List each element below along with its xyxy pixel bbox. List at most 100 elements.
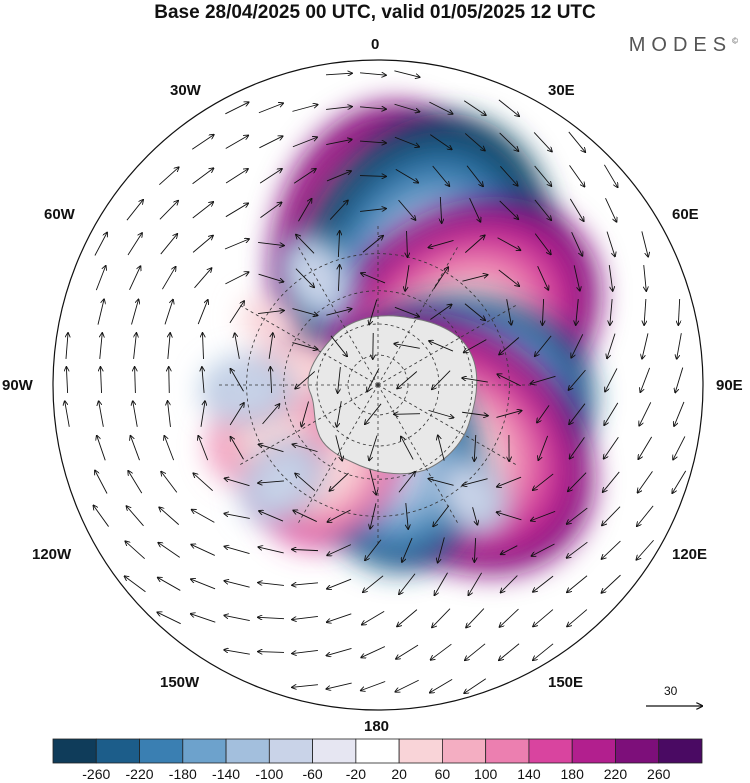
wind-vector bbox=[258, 241, 284, 245]
wind-vector bbox=[402, 537, 413, 562]
wind-vector bbox=[229, 301, 244, 324]
wind-vector bbox=[197, 300, 208, 325]
wind-vector bbox=[327, 509, 351, 522]
wind-vector bbox=[462, 478, 488, 486]
wind-vector bbox=[95, 470, 108, 494]
wind-vector bbox=[464, 133, 485, 150]
wind-vector bbox=[330, 335, 347, 356]
wind-vector bbox=[292, 685, 318, 688]
wind-vector bbox=[160, 234, 177, 255]
wind-vector bbox=[66, 367, 67, 394]
wind-vector bbox=[396, 644, 419, 659]
lon-label-30e: 30E bbox=[548, 82, 575, 99]
wind-vector bbox=[359, 176, 386, 177]
anomaly-11-ring-1 bbox=[213, 364, 280, 415]
wind-vector bbox=[260, 202, 281, 218]
wind-vector bbox=[369, 435, 378, 461]
colorbar-swatch-3 bbox=[182, 738, 227, 764]
wind-vector bbox=[135, 367, 136, 394]
wind-vector bbox=[394, 344, 420, 349]
wind-vector bbox=[157, 612, 181, 625]
wind-vector bbox=[576, 299, 579, 325]
wind-vector bbox=[497, 237, 521, 250]
wind-vector bbox=[360, 73, 386, 75]
lon-label-120e: 120E bbox=[672, 546, 708, 563]
wind-vector bbox=[497, 512, 522, 521]
wind-vector bbox=[225, 102, 248, 115]
wind-vector bbox=[168, 401, 171, 427]
wind-vector bbox=[292, 615, 318, 619]
wind-vector bbox=[295, 268, 314, 288]
logo-text: MODES bbox=[628, 34, 733, 56]
wind-vector bbox=[675, 367, 684, 393]
wind-vector bbox=[198, 436, 209, 461]
colorbar-swatch-0 bbox=[52, 738, 97, 764]
chart-title: Base 28/04/2025 00 UTC, valid 01/05/2025… bbox=[154, 2, 596, 23]
wind-vector bbox=[567, 575, 588, 593]
wind-vector bbox=[225, 203, 248, 218]
wind-vector bbox=[65, 401, 70, 427]
colorbar-swatch-12 bbox=[571, 738, 616, 764]
colorbar-swatch-2 bbox=[139, 738, 184, 764]
land-layer bbox=[307, 315, 478, 475]
wind-vector bbox=[97, 436, 106, 461]
meridian-240 bbox=[239, 384, 379, 466]
wind-vector bbox=[674, 401, 685, 426]
wind-vector bbox=[637, 505, 654, 526]
wind-vector bbox=[466, 165, 483, 187]
wind-vector bbox=[501, 575, 518, 593]
wind-vector bbox=[604, 402, 619, 425]
wind-vector bbox=[259, 511, 284, 522]
wind-vector bbox=[362, 236, 383, 253]
wind-vector bbox=[258, 652, 285, 653]
wind-vector bbox=[130, 436, 140, 461]
wind-vector bbox=[326, 171, 351, 182]
wind-vector bbox=[225, 169, 248, 184]
wind-vector bbox=[433, 505, 450, 527]
lon-label-90w: 90W bbox=[2, 377, 33, 394]
wind-vector bbox=[164, 300, 173, 325]
wind-vector bbox=[268, 333, 273, 359]
wind-vector bbox=[607, 333, 616, 359]
wind-vector bbox=[431, 643, 452, 660]
wind-vector bbox=[224, 514, 250, 519]
wind-vector bbox=[169, 367, 170, 394]
colorbar-swatch-7 bbox=[355, 738, 400, 764]
wind-vector bbox=[602, 540, 621, 559]
lat-circle-30 bbox=[246, 253, 510, 517]
meridian-60 bbox=[377, 304, 517, 386]
wind-vector bbox=[395, 679, 419, 692]
colorbar-swatch-14 bbox=[658, 738, 703, 764]
wind-vector bbox=[636, 539, 654, 559]
colorbar-label: 100 bbox=[473, 766, 498, 782]
wind-vector bbox=[329, 200, 348, 220]
colorbar-label: 180 bbox=[560, 766, 584, 782]
wind-vector bbox=[605, 368, 618, 391]
wind-vector bbox=[158, 578, 181, 591]
wind-vector bbox=[610, 299, 612, 325]
wind-vector bbox=[401, 437, 414, 460]
wind-vector bbox=[571, 334, 584, 357]
wind-vector bbox=[462, 275, 487, 282]
wind-vector bbox=[602, 506, 621, 526]
wind-vector bbox=[326, 309, 351, 316]
wind-vector bbox=[258, 583, 284, 586]
colorbar-label: 140 bbox=[517, 766, 541, 782]
wind-vector bbox=[258, 547, 284, 554]
wind-vector bbox=[99, 401, 104, 427]
wind-vector bbox=[531, 543, 555, 556]
wind-vector bbox=[500, 165, 517, 185]
wind-vector bbox=[127, 233, 142, 256]
wind-vector bbox=[191, 545, 215, 556]
wind-vector bbox=[569, 165, 585, 186]
wind-vector bbox=[567, 507, 588, 524]
wind-vector bbox=[496, 411, 521, 418]
wind-vector bbox=[270, 367, 271, 394]
wind-vector bbox=[638, 436, 653, 459]
wind-vector bbox=[361, 646, 385, 658]
wind-vector bbox=[604, 164, 617, 187]
wind-vector bbox=[398, 472, 415, 493]
wind-vector bbox=[430, 678, 453, 692]
wind-vector bbox=[259, 136, 282, 149]
wind-vector bbox=[338, 367, 341, 393]
